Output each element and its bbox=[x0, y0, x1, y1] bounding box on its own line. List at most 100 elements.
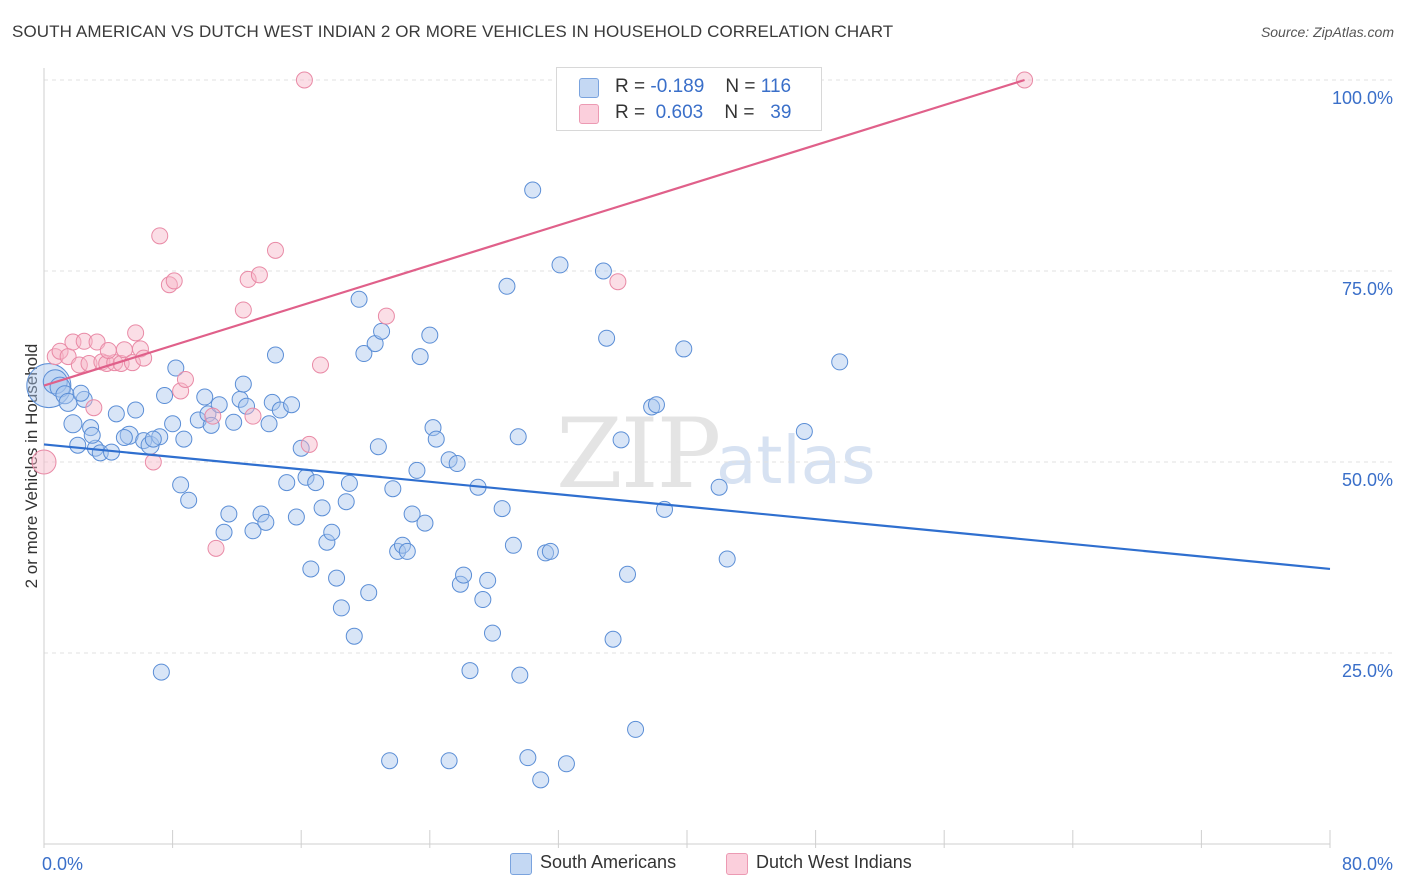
south-american-point bbox=[408, 461, 426, 479]
south-american-point bbox=[532, 771, 550, 789]
stats-legend: R = -0.189 N = 116 R = 0.603 N = 39 bbox=[556, 67, 822, 131]
south-american-point bbox=[398, 542, 416, 560]
south-american-point bbox=[424, 419, 442, 437]
south-american-point bbox=[26, 363, 72, 409]
watermark-atlas: atlas bbox=[716, 422, 876, 499]
south-american-point bbox=[541, 542, 559, 560]
y-tick-label: 100.0% bbox=[1332, 88, 1393, 108]
dutch-west-indian-point bbox=[75, 332, 93, 350]
r-value: -0.189 bbox=[650, 76, 705, 97]
south-american-point bbox=[83, 426, 101, 444]
south-american-point bbox=[180, 491, 198, 509]
south-american-point bbox=[598, 329, 616, 347]
south-american-point bbox=[302, 560, 320, 578]
legend-swatch-south-americans bbox=[510, 853, 532, 875]
south-american-point bbox=[283, 396, 301, 414]
south-american-point bbox=[278, 474, 296, 492]
watermark-zip: ZIP bbox=[556, 398, 721, 510]
dutch-west-indian-point bbox=[127, 324, 145, 342]
south-american-point bbox=[627, 720, 645, 738]
south-american-point bbox=[498, 277, 516, 295]
south-american-point bbox=[427, 430, 445, 448]
south-american-point bbox=[381, 752, 399, 770]
r-label: R = bbox=[615, 102, 646, 123]
south-american-point bbox=[292, 439, 310, 457]
south-american-point bbox=[175, 430, 193, 448]
south-american-point bbox=[257, 513, 275, 531]
south-american-point bbox=[373, 322, 391, 340]
south-american-point bbox=[115, 429, 133, 447]
south-american-point bbox=[710, 478, 728, 496]
dutch-west-indian-point bbox=[165, 272, 183, 290]
south-american-point bbox=[604, 630, 622, 648]
source-label: Source: ZipAtlas.com bbox=[1260, 24, 1394, 40]
south-american-point bbox=[266, 346, 284, 364]
south-american-point bbox=[332, 599, 350, 617]
dutch-west-indian-point bbox=[250, 266, 268, 284]
legend-label-dutch-west-indians: Dutch West Indians bbox=[756, 852, 912, 872]
dutch-west-indian-point bbox=[207, 539, 225, 557]
dutch-west-indian-point bbox=[85, 399, 103, 417]
south-american-point bbox=[72, 384, 90, 402]
south-american-point bbox=[448, 455, 466, 473]
south-american-point bbox=[384, 480, 402, 498]
south-american-point bbox=[421, 326, 439, 344]
dutch-west-indian-point bbox=[266, 241, 284, 259]
south-american-point bbox=[479, 571, 497, 589]
x-tick-label-max: 80.0% bbox=[1342, 854, 1393, 874]
south-american-point bbox=[199, 405, 217, 423]
south-american-point bbox=[403, 505, 421, 523]
south-american-point bbox=[619, 565, 637, 583]
south-american-point bbox=[127, 401, 145, 419]
dutch-west-indian-point bbox=[31, 449, 57, 475]
south-american-point bbox=[647, 396, 665, 414]
south-american-point bbox=[416, 514, 434, 532]
y-tick-label: 50.0% bbox=[1342, 470, 1393, 490]
south-american-point bbox=[509, 428, 527, 446]
south-american-point bbox=[156, 387, 174, 405]
south-american-point bbox=[831, 353, 849, 371]
dutch-west-indian-point bbox=[295, 71, 313, 89]
south-american-point bbox=[287, 508, 305, 526]
south-american-point bbox=[167, 359, 185, 377]
south-american-point bbox=[215, 523, 233, 541]
south-american-point bbox=[144, 430, 162, 448]
south-american-point bbox=[252, 505, 270, 523]
dutch-west-indian-point bbox=[244, 407, 262, 425]
dutch-west-indian-trend-line bbox=[43, 78, 1025, 387]
south-american-point bbox=[271, 401, 289, 419]
south-american-point bbox=[189, 411, 207, 429]
x-tick-label-min: 0.0% bbox=[42, 854, 83, 874]
south-american-point bbox=[337, 493, 355, 511]
dutch-west-indian-point bbox=[311, 356, 329, 374]
n-label: N = bbox=[724, 102, 755, 123]
dutch-west-indian-point bbox=[609, 273, 627, 291]
y-tick-label: 75.0% bbox=[1342, 279, 1393, 299]
dutch-west-indian-point bbox=[151, 227, 169, 245]
n-value: 116 bbox=[760, 76, 792, 97]
r-value: 0.603 bbox=[655, 102, 704, 123]
stats-swatch-south-americans bbox=[579, 78, 599, 98]
dutch-west-indian-point bbox=[234, 301, 252, 319]
south-american-point bbox=[355, 345, 373, 363]
south-american-point bbox=[451, 575, 469, 593]
south-american-point bbox=[519, 749, 537, 767]
south-american-point bbox=[557, 755, 575, 773]
south-american-point bbox=[164, 415, 182, 433]
south-american-point bbox=[493, 500, 511, 518]
south-american-point bbox=[152, 663, 170, 681]
south-american-point bbox=[551, 256, 569, 274]
south-american-point bbox=[511, 666, 529, 684]
south-american-point bbox=[307, 474, 325, 492]
south-american-point bbox=[151, 428, 169, 446]
dutch-west-indian-point bbox=[239, 270, 257, 288]
south-american-point bbox=[260, 415, 278, 433]
dutch-west-indian-point bbox=[300, 435, 318, 453]
south-american-point bbox=[172, 476, 190, 494]
south-american-point bbox=[234, 375, 252, 393]
dutch-west-indian-point bbox=[176, 370, 194, 388]
n-value: 39 bbox=[770, 102, 792, 123]
south-american-point bbox=[675, 340, 693, 358]
dutch-west-indian-point bbox=[131, 340, 149, 358]
